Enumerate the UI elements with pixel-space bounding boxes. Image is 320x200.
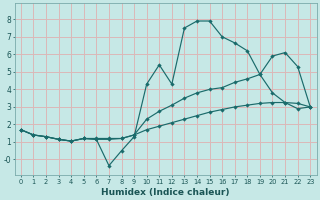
X-axis label: Humidex (Indice chaleur): Humidex (Indice chaleur)	[101, 188, 230, 197]
